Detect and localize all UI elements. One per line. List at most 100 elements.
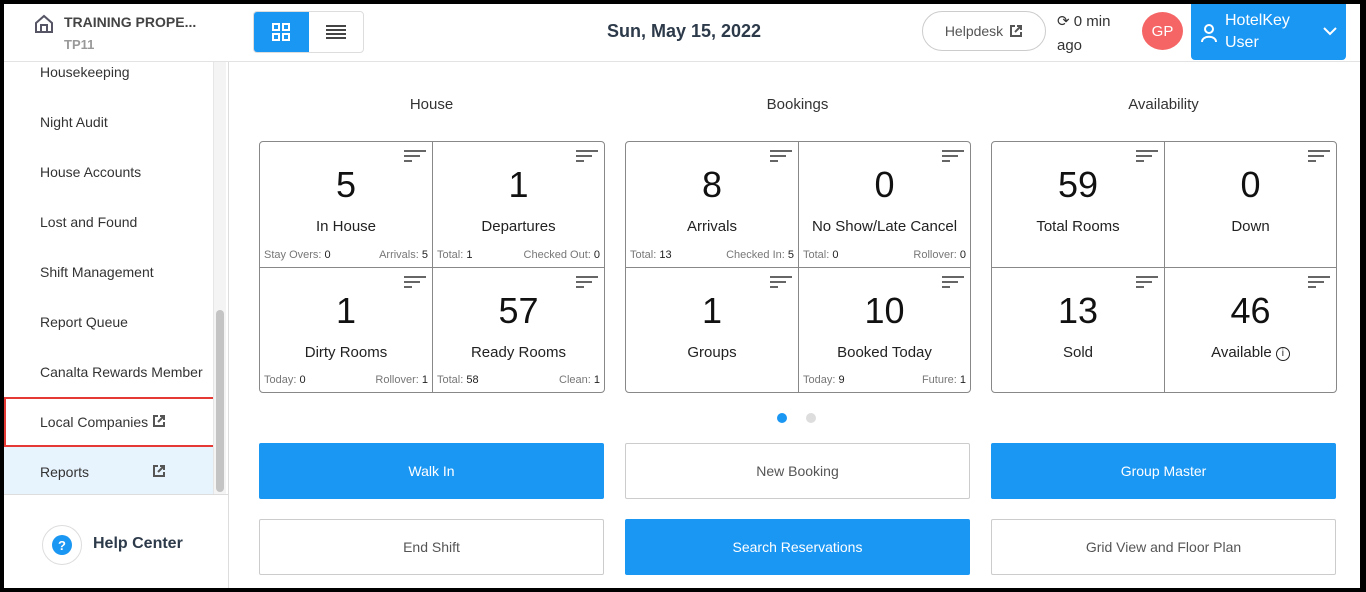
sidebar-item-label: Reports (40, 464, 90, 480)
stat-sub-right: Arrivals: 5 (379, 249, 428, 261)
walk-in-button[interactable]: Walk In (259, 443, 604, 499)
help-icon[interactable]: ? (42, 525, 82, 565)
sidebar-item-canalta-rewards-member[interactable]: Canalta Rewards Member (4, 347, 215, 397)
filter-menu-icon[interactable] (576, 276, 598, 290)
stat-label: Sold (1062, 344, 1094, 361)
helpdesk-button[interactable]: Helpdesk (922, 11, 1046, 51)
user-menu-button[interactable]: HotelKey User (1191, 4, 1346, 60)
stat-value: 59 (1057, 164, 1099, 205)
stat-value: 8 (701, 164, 723, 205)
sidebar-item-report-queue[interactable]: Report Queue (4, 297, 215, 347)
carousel-dot[interactable] (806, 413, 816, 423)
filter-menu-icon[interactable] (404, 150, 426, 164)
sidebar-scrollbar-thumb[interactable] (216, 310, 224, 492)
top-header: TRAINING PROPE... TP11 Sun, May 15, 2022… (4, 4, 1360, 62)
sync-status[interactable]: ⟳ 0 min ago (1057, 10, 1127, 58)
business-date: Sun, May 15, 2022 (606, 21, 762, 41)
list-view-button[interactable] (309, 12, 364, 52)
grid-view-button[interactable] (254, 12, 309, 52)
carousel-dot[interactable] (777, 413, 787, 423)
stat-card-departures[interactable]: 1 Departures Total: 1 Checked Out: 0 (432, 142, 604, 267)
sidebar-item-label: Housekeeping (40, 64, 130, 80)
user-icon (1201, 24, 1217, 42)
stat-card-arrivals[interactable]: 8 Arrivals Total: 13 Checked In: 5 (626, 142, 798, 267)
stat-value: 10 (864, 290, 905, 331)
stat-label: Groups (687, 344, 737, 361)
sidebar-item-housekeeping[interactable]: Housekeeping (4, 47, 215, 97)
filter-menu-icon[interactable] (942, 150, 964, 164)
stat-label: Arrivals (686, 218, 737, 235)
sidebar-item-label: House Accounts (40, 164, 142, 180)
stat-value: 0 (1240, 164, 1261, 205)
helpdesk-label: Helpdesk (944, 23, 1004, 39)
external-link-icon (153, 415, 165, 427)
section-title: Bookings (766, 96, 829, 113)
card-group-house: 5 In House Stay Overs: 0 Arrivals: 5 1 Depart… (259, 141, 605, 393)
filter-menu-icon[interactable] (770, 276, 792, 290)
info-icon[interactable]: i (1275, 347, 1290, 361)
user-name: HotelKey User (1225, 12, 1290, 51)
sidebar-item-lost-and-found[interactable]: Lost and Found (4, 197, 215, 247)
new-booking-button[interactable]: New Booking (625, 443, 970, 499)
stat-card-no-show-late-cancel[interactable]: 0 No Show/Late Cancel Total: 0 Rollover: 0 (798, 142, 970, 267)
filter-menu-icon[interactable] (1308, 276, 1330, 290)
avatar[interactable]: GP (1142, 12, 1183, 50)
stat-card-dirty-rooms[interactable]: 1 Dirty Rooms Today: 0 Rollover: 1 (260, 267, 432, 392)
view-toggle (253, 11, 364, 53)
sidebar-item-label: Lost and Found (40, 214, 138, 230)
stat-card-ready-rooms[interactable]: 57 Ready Rooms Total: 58 Clean: 1 (432, 267, 604, 392)
sidebar-item-night-audit[interactable]: Night Audit (4, 97, 215, 147)
card-group-bookings: 8 Arrivals Total: 13 Checked In: 5 0 No Show/… (625, 141, 971, 393)
stat-sub-right: Clean: 1 (559, 374, 600, 386)
stat-label: Booked Today (837, 344, 932, 361)
group-master-button[interactable]: Group Master (991, 443, 1336, 499)
stat-value: 0 (874, 164, 895, 205)
stat-card-sold[interactable]: 13 Sold (992, 267, 1164, 392)
help-center[interactable]: ? Help Center (4, 494, 228, 588)
refresh-icon[interactable]: ⟳ (1057, 13, 1074, 30)
sync-text: 0 min ago (1057, 13, 1111, 54)
stat-sub-left: Total: 1 (437, 249, 473, 261)
stat-value: 57 (498, 290, 539, 331)
sidebar-item-reports[interactable]: Reports (4, 447, 215, 497)
sidebar-item-label: Shift Management (40, 264, 154, 280)
stat-sub-left: Total: 13 (630, 249, 672, 261)
end-shift-button[interactable]: End Shift (259, 519, 604, 575)
sidebar-item-label: Local Companies (40, 414, 149, 430)
stat-sub-left: Today: 9 (803, 374, 845, 386)
filter-menu-icon[interactable] (1136, 276, 1158, 290)
stat-card-groups[interactable]: 1 Groups (626, 267, 798, 392)
stat-card-down[interactable]: 0 Down (1164, 142, 1336, 267)
card-group-availability: 59 Total Rooms 0 Down 13 Sold 46 Available i (991, 141, 1337, 393)
filter-menu-icon[interactable] (1308, 150, 1330, 164)
help-center-label[interactable]: Help Center (93, 535, 183, 552)
filter-menu-icon[interactable] (770, 150, 792, 164)
section-title: House (409, 96, 454, 113)
filter-menu-icon[interactable] (576, 150, 598, 164)
sidebar: Housekeeping Night Audit House Accounts Los… (4, 62, 229, 588)
grid-view-button[interactable]: Grid View and Floor Plan (991, 519, 1336, 575)
stat-sub-right: Future: 1 (921, 374, 966, 386)
sidebar-item-house-accounts[interactable]: House Accounts (4, 147, 215, 197)
section-title: Availability (1128, 96, 1199, 113)
stat-card-booked-today[interactable]: 10 Booked Today Today: 9 Future: 1 (798, 267, 970, 392)
home-icon[interactable] (34, 14, 54, 34)
sidebar-item-label: Night Audit (40, 114, 108, 130)
stat-card-total-rooms[interactable]: 59 Total Rooms (992, 142, 1164, 267)
stat-label: Down (1231, 218, 1270, 235)
filter-menu-icon[interactable] (942, 276, 964, 290)
filter-menu-icon[interactable] (404, 276, 426, 290)
stat-card-in-house[interactable]: 5 In House Stay Overs: 0 Arrivals: 5 (260, 142, 432, 267)
search-reservations-button[interactable]: Search Reservations (625, 519, 970, 575)
external-link-icon (1010, 25, 1023, 37)
sidebar-item-shift-management[interactable]: Shift Management (4, 247, 215, 297)
property-name[interactable]: TRAINING PROPE... (64, 14, 197, 30)
sidebar-item-label: Canalta Rewards Member (40, 364, 203, 380)
stat-value: 13 (1057, 290, 1099, 331)
filter-menu-icon[interactable] (1136, 150, 1158, 164)
stat-label: Available i (1165, 344, 1336, 361)
stat-value: 1 (335, 290, 357, 331)
stat-card-available[interactable]: 46 Available i (1164, 267, 1336, 392)
stat-sub-left: Total: 58 (437, 374, 479, 386)
sidebar-item-local-companies[interactable]: Local Companies (4, 397, 215, 447)
